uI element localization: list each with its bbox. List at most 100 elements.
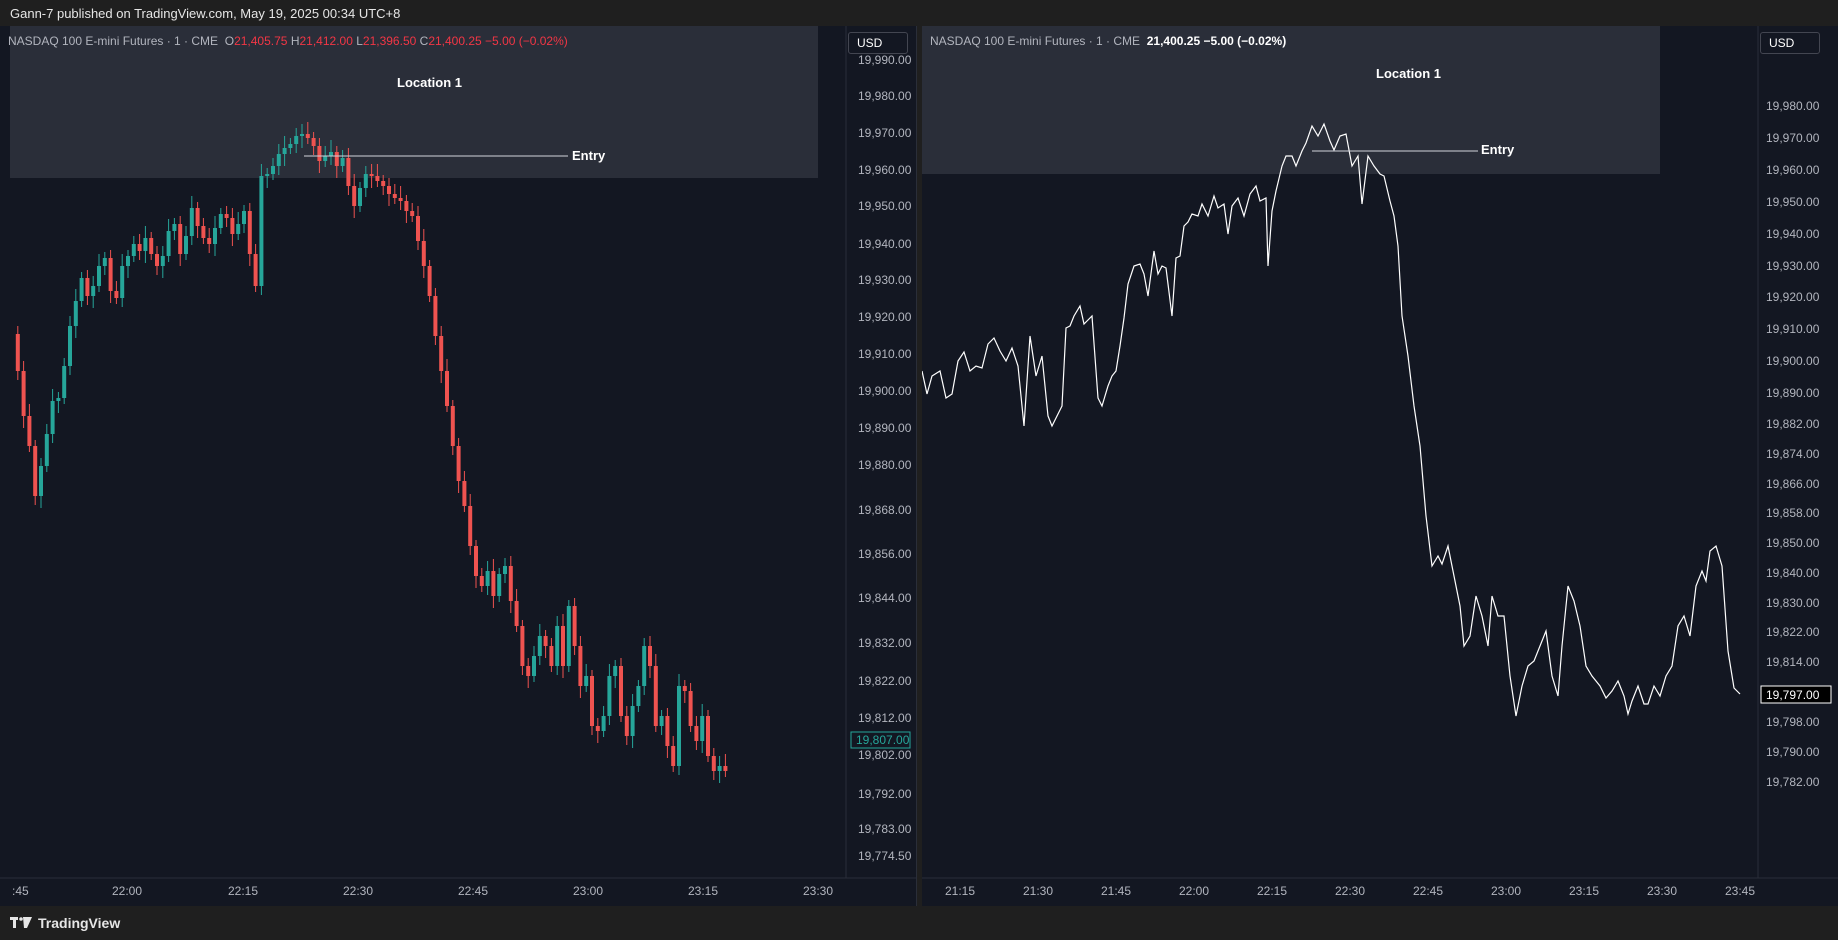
candle-body [392, 194, 397, 198]
right-price-tick: 19,798.00 [1766, 715, 1820, 729]
left-entry-label: Entry [572, 148, 606, 163]
candle-body [555, 626, 560, 666]
tradingview-brand: TradingView [38, 915, 121, 931]
publish-info: Gann-7 published on TradingView.com, May… [10, 6, 401, 21]
left-time-tick: 23:15 [688, 884, 718, 898]
right-symbol: NASDAQ 100 E-mini Futures · 1 · CME [930, 34, 1141, 48]
candle-body [410, 211, 415, 216]
candle-body [688, 691, 693, 726]
candle-body [120, 266, 125, 298]
candle-body [56, 398, 61, 401]
right-price-tick: 19,850.00 [1766, 536, 1820, 550]
right-last-price-box [1760, 685, 1832, 704]
candle-body [439, 336, 444, 371]
candle-body [607, 676, 612, 716]
open-label: O [224, 34, 235, 48]
candle-body [619, 666, 623, 716]
candle-body [288, 144, 293, 148]
candle-body [671, 746, 676, 766]
candle-body [700, 716, 705, 741]
candle-body [537, 636, 542, 656]
left-price-tick: 19,980.00 [858, 89, 912, 103]
candle-body [520, 626, 525, 666]
right-price-tick: 19,900.00 [1766, 354, 1820, 368]
candle-body [526, 666, 531, 676]
left-price-tick: 19,792.00 [858, 787, 912, 801]
right-price-tick: 19,980.00 [1766, 99, 1820, 113]
candle-body [433, 296, 438, 336]
candle-body [39, 466, 43, 496]
high-label: H [290, 34, 300, 48]
candle-body [79, 278, 84, 301]
right-last-value: 21,400.25 [1146, 34, 1201, 48]
left-price-tick: 19,920.00 [858, 310, 912, 324]
right-price-tick: 19,950.00 [1766, 195, 1820, 209]
right-price-tick: 19,858.00 [1766, 506, 1820, 520]
left-time-tick: 22:00 [112, 884, 142, 898]
right-currency-button[interactable]: USD [1760, 32, 1820, 54]
candle-body [230, 218, 235, 234]
left-price-tick: 19,970.00 [858, 126, 912, 140]
candle-body [149, 238, 154, 254]
right-chart-panel[interactable]: 19,980.00 19,970.00 19,960.00 19,950.00 19,9… [922, 26, 1838, 906]
right-entry-label: Entry [1481, 142, 1515, 157]
left-price-tick: 19,960.00 [858, 163, 912, 177]
candle-body [387, 186, 391, 194]
candle-body [213, 228, 217, 244]
candle-body [305, 134, 310, 138]
line-chart[interactable]: 19,980.00 19,970.00 19,960.00 19,950.00 19,9… [922, 26, 1838, 906]
candle-body [421, 241, 426, 266]
footer-bar: TradingView [0, 906, 1838, 940]
tradingview-logo-icon [10, 917, 32, 928]
candle-body [15, 334, 20, 371]
left-price-tick: 19,900.00 [858, 384, 912, 398]
candle-body [276, 154, 281, 166]
candle-body [259, 176, 264, 286]
candle-body [236, 224, 241, 234]
right-zone-label: Location 1 [1376, 66, 1442, 81]
left-chart-panel[interactable]: 19,990.00 19,980.00 19,970.00 19,960.00 19,9… [0, 26, 917, 906]
candle-body [590, 676, 594, 726]
candle-body [694, 726, 699, 741]
high-value: 21,412.00 [299, 34, 353, 48]
right-time-tick: 22:45 [1413, 884, 1443, 898]
candle-body [578, 646, 583, 686]
candle-body [711, 756, 716, 771]
candle-body [143, 238, 148, 251]
candle-body [636, 686, 641, 706]
right-price-tick: 19,830.00 [1766, 596, 1820, 610]
candle-body [294, 136, 299, 144]
candle-body [166, 231, 171, 256]
right-price-tick: 19,882.00 [1766, 417, 1820, 431]
left-currency-button[interactable]: USD [848, 32, 908, 54]
candle-body [126, 256, 130, 266]
right-price-tick: 19,890.00 [1766, 386, 1820, 400]
left-time-tick: 22:45 [458, 884, 488, 898]
candle-body [317, 146, 322, 161]
candle-body [131, 244, 136, 256]
right-price-tick: 19,840.00 [1766, 566, 1820, 580]
left-price-tick: 19,890.00 [858, 421, 912, 435]
right-time-tick: 23:30 [1647, 884, 1677, 898]
candle-body [271, 166, 275, 174]
candle-body [479, 576, 484, 586]
left-price-tick: 19,822.00 [858, 674, 912, 688]
candle-body [508, 566, 513, 601]
candle-body [97, 266, 101, 286]
left-location-zone [10, 26, 818, 178]
candle-body [265, 174, 270, 176]
right-price-tick: 19,910.00 [1766, 322, 1820, 336]
left-price-tick: 19,812.00 [858, 711, 912, 725]
tradingview-logo[interactable]: TradingView [10, 914, 120, 932]
candle-body [474, 546, 478, 576]
candle-body [659, 716, 664, 726]
candle-body [450, 406, 455, 446]
candle-body [532, 656, 536, 676]
candlestick-chart[interactable]: 19,990.00 19,980.00 19,970.00 19,960.00 19,9… [0, 26, 916, 906]
left-price-tick: 19,856.00 [858, 547, 912, 561]
right-change: −5.00 (−0.02%) [1203, 34, 1287, 48]
candle-body [108, 258, 113, 291]
left-last-price: 19,807.00 [856, 733, 910, 747]
right-time-tick: 21:15 [945, 884, 975, 898]
candle-body [462, 481, 467, 506]
